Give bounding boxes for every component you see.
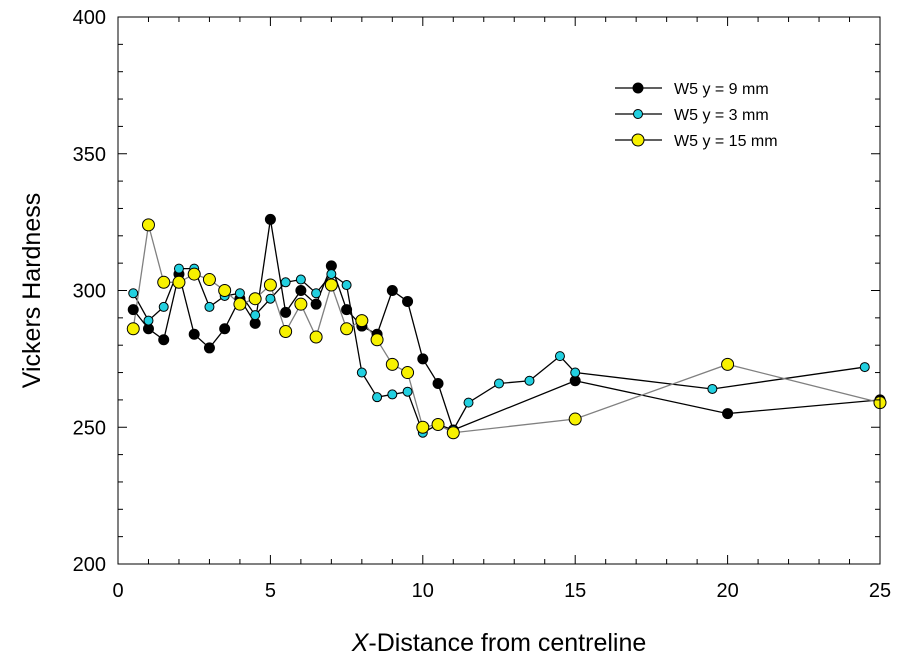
data-point — [295, 274, 306, 285]
y-tick-label: 350 — [73, 144, 106, 166]
legend-label: W5 y = 9 mm — [674, 81, 769, 98]
data-point — [158, 334, 170, 346]
data-point — [707, 383, 718, 394]
data-point — [859, 362, 870, 373]
data-point — [356, 367, 367, 378]
data-point — [446, 426, 460, 440]
x-tick-label: 0 — [112, 580, 123, 602]
data-point — [279, 325, 293, 339]
x-tick-label: 5 — [265, 580, 276, 602]
y-axis-title: Vickers Hardness — [18, 193, 46, 388]
data-point — [386, 285, 398, 296]
data-point — [721, 357, 735, 371]
x-tick-label: 15 — [564, 580, 586, 602]
data-point — [264, 213, 276, 225]
legend: W5 y = 9 mm W5 y = 3 mm W5 y = 15 mm — [615, 81, 778, 150]
data-point — [128, 288, 139, 299]
data-point — [431, 418, 445, 432]
data-point — [126, 322, 140, 336]
x-axis-title-italic: X — [351, 629, 370, 657]
data-point — [202, 273, 216, 287]
data-point — [233, 297, 247, 311]
data-point — [568, 412, 582, 426]
x-tick-label: 25 — [869, 580, 891, 602]
data-point — [311, 288, 322, 299]
data-point — [463, 397, 474, 408]
data-point — [173, 263, 184, 274]
legend-marker — [632, 82, 644, 94]
data-point — [341, 280, 352, 291]
data-point — [250, 310, 261, 321]
x-axis-title-rest: -Distance from centreline — [368, 629, 646, 657]
data-point — [340, 322, 354, 336]
data-point — [188, 328, 200, 340]
y-tick-label: 250 — [73, 417, 106, 439]
x-tick-label: 10 — [412, 580, 434, 602]
data-point — [248, 292, 262, 306]
data-point — [218, 284, 232, 297]
data-point — [203, 342, 215, 354]
data-point — [432, 377, 444, 389]
data-point — [187, 267, 201, 281]
data-point — [294, 297, 308, 311]
y-tick-label: 300 — [73, 281, 106, 303]
data-point — [355, 314, 369, 328]
data-point — [158, 301, 169, 312]
series-layer — [126, 213, 887, 440]
data-point — [219, 323, 231, 335]
data-point — [204, 301, 215, 312]
data-point — [234, 288, 245, 299]
data-point — [372, 392, 383, 403]
legend-label: W5 y = 15 mm — [674, 133, 778, 150]
legend-label: W5 y = 3 mm — [674, 107, 769, 124]
data-point — [722, 408, 734, 420]
ticks-layer: 0 5 10 15 20 25 200 250 300 350 400 — [73, 7, 892, 602]
data-point — [310, 298, 322, 310]
data-point — [263, 278, 277, 292]
x-axis-title: X-Distance from centreline — [351, 629, 647, 657]
data-point — [172, 275, 186, 289]
data-point — [326, 269, 337, 280]
data-point — [127, 304, 139, 316]
data-point — [141, 218, 155, 232]
x-tick-label: 20 — [716, 580, 738, 602]
data-point — [157, 275, 171, 289]
data-point — [401, 366, 415, 380]
data-point — [265, 293, 276, 304]
data-point — [309, 330, 323, 344]
data-point — [416, 420, 430, 434]
legend-marker — [633, 109, 643, 119]
data-point — [370, 333, 384, 347]
data-point — [385, 357, 399, 371]
data-point — [402, 295, 414, 307]
legend-marker — [631, 133, 645, 147]
data-point — [554, 351, 565, 362]
y-tick-label: 400 — [73, 7, 106, 29]
data-point — [280, 277, 291, 288]
data-point — [570, 367, 581, 378]
data-point — [295, 285, 307, 296]
data-point — [402, 386, 413, 397]
data-point — [341, 304, 353, 316]
data-point — [143, 315, 154, 326]
data-point — [417, 353, 429, 365]
data-point — [494, 378, 504, 389]
data-point — [324, 278, 338, 292]
data-point — [280, 306, 292, 318]
y-tick-label: 200 — [73, 554, 106, 576]
data-point — [524, 375, 535, 386]
data-point — [387, 389, 398, 400]
